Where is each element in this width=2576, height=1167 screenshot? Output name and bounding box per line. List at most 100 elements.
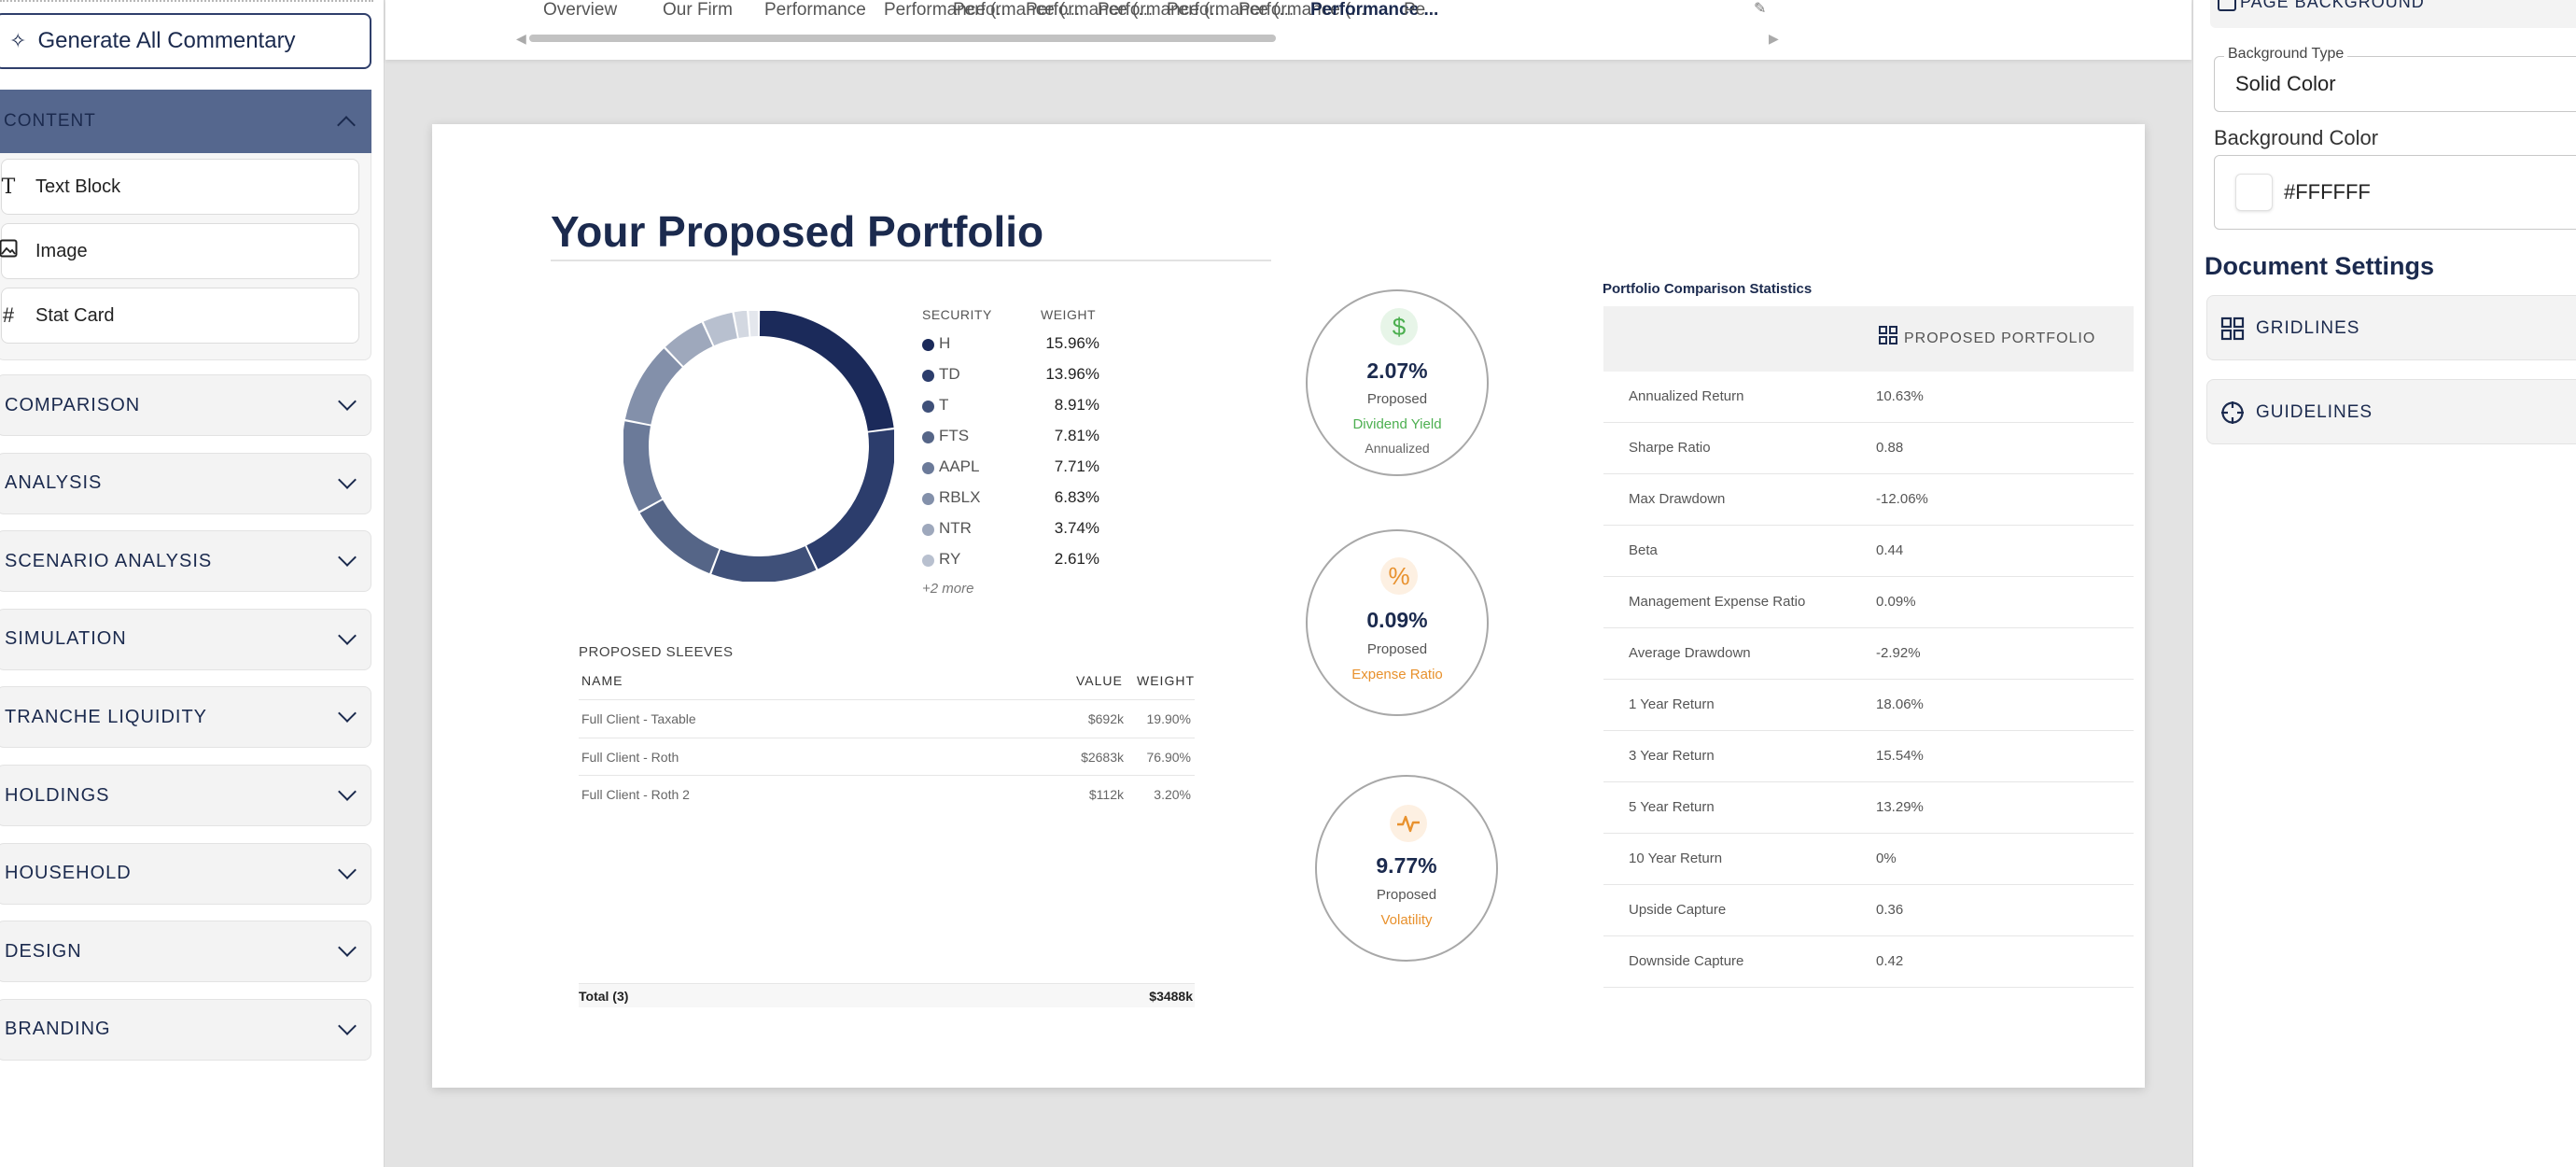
comparison-label: Upside Capture [1629, 902, 1727, 918]
section-simulation[interactable]: SIMULATION [0, 608, 371, 670]
stat-sub: Proposed [1376, 887, 1437, 903]
donut-slice-td[interactable] [806, 429, 894, 569]
section-household[interactable]: HOUSEHOLD [0, 842, 371, 905]
comparison-value: 0.88 [1876, 440, 1904, 456]
activity-icon [1390, 805, 1427, 842]
legend-item[interactable]: FTS 7.81% [922, 424, 1099, 452]
tab-7[interactable]: Performance (... [1167, 0, 1295, 20]
grid-icon [2220, 316, 2245, 341]
donut-slice-t[interactable] [711, 546, 817, 582]
comparison-value: 13.29% [1876, 799, 1924, 815]
sleeve-name: Full Client - Taxable [581, 711, 696, 726]
page-background-label: PAGE BACKGROUND [2240, 0, 2425, 11]
legend-weight: 7.71% [1054, 457, 1099, 475]
legend-weight: 2.61% [1054, 550, 1099, 568]
legend-item[interactable]: RBLX 6.83% [922, 485, 1099, 513]
legend-security: RY [939, 550, 961, 568]
gridlines-section[interactable]: GRIDLINES [2206, 295, 2576, 360]
background-color-input[interactable]: #FFFFFF [2214, 155, 2576, 230]
section-label: HOLDINGS [5, 784, 110, 806]
legend-item[interactable]: H 15.96% [922, 331, 1099, 359]
tab-10[interactable]: Pe [1404, 0, 1426, 20]
tab-8[interactable]: Performance (... [1239, 0, 1366, 20]
donut-slice-other-2[interactable] [749, 311, 759, 337]
tool-image[interactable]: Image [0, 223, 359, 279]
color-swatch[interactable] [2235, 174, 2273, 211]
sleeve-row[interactable]: Full Client - Roth $2683k 76.90% [579, 737, 1195, 775]
comparison-row: Upside Capture 0.36 [1603, 885, 2134, 936]
section-design[interactable]: DESIGN [0, 921, 371, 983]
tab-scrollbar[interactable] [529, 35, 1276, 42]
tab-5[interactable]: Performance (... [1026, 0, 1154, 20]
page-background-section[interactable] [2210, 0, 2576, 28]
stat-card-expense-ratio[interactable]: % 0.09% Proposed Expense Ratio [1306, 529, 1489, 716]
legend-item[interactable]: TD 13.96% [922, 362, 1099, 390]
comparison-label: 10 Year Return [1629, 851, 1723, 866]
section-branding[interactable]: BRANDING [0, 998, 371, 1061]
donut-slice-fts[interactable] [639, 499, 720, 574]
stat-label: Volatility [1380, 912, 1433, 928]
section-tranche-liquidity[interactable]: TRANCHE LIQUIDITY [0, 686, 371, 749]
content-section-header[interactable]: CONTENT [0, 90, 371, 153]
comparison-title: Portfolio Comparison Statistics [1603, 281, 1813, 297]
donut-slice-ntr[interactable] [665, 322, 713, 367]
legend-security: NTR [939, 519, 972, 537]
tool-text-block[interactable]: T Text Block [1, 159, 359, 215]
legend-item[interactable]: AAPL 7.71% [922, 455, 1099, 483]
stat-card-dividend-yield[interactable]: $ 2.07% Proposed Dividend Yield Annualiz… [1306, 289, 1489, 476]
tab-3[interactable]: Performance (... [884, 0, 1012, 20]
section-label: SCENARIO ANALYSIS [5, 550, 213, 571]
section-scenario-analysis[interactable]: SCENARIO ANALYSIS [0, 530, 371, 593]
guidelines-section[interactable]: GUIDELINES [2206, 379, 2576, 444]
tab-1[interactable]: Our Firm [663, 0, 733, 20]
section-label: COMPARISON [5, 394, 141, 415]
background-type-select[interactable]: Background Type Solid Color [2214, 46, 2576, 112]
hash-icon: # [2, 303, 15, 327]
stat-card-volatility[interactable]: 9.77% Proposed Volatility [1315, 775, 1498, 962]
tab-0[interactable]: Overview [543, 0, 618, 20]
donut-slice-rblx[interactable] [624, 348, 682, 425]
legend-item[interactable]: RY 2.61% [922, 547, 1099, 575]
legend-weight: 8.91% [1054, 396, 1099, 414]
tab-4[interactable]: Performance (... [953, 0, 1081, 20]
sleeve-value: $692k [1087, 711, 1124, 726]
legend-security: T [939, 396, 949, 414]
tab-2[interactable]: Performance [764, 0, 866, 20]
generate-commentary-button[interactable]: ✧ Generate All Commentary [0, 13, 371, 69]
chevron-down-icon [338, 392, 357, 411]
guidelines-label: GUIDELINES [2256, 402, 2373, 422]
scroll-right-icon[interactable]: ▶ [1769, 31, 1779, 46]
sleeves-name-header: NAME [581, 673, 623, 688]
sleeve-row[interactable]: Full Client - Taxable $692k 19.90% [579, 699, 1195, 737]
donut-slice-aapl[interactable] [623, 421, 663, 512]
section-comparison[interactable]: COMPARISON [0, 374, 371, 436]
legend-item[interactable]: T 8.91% [922, 393, 1099, 421]
content-section-body: T Text Block Image # Stat Card [0, 153, 371, 360]
legend-item[interactable]: NTR 3.74% [922, 516, 1099, 544]
scroll-left-icon[interactable]: ◀ [516, 31, 526, 46]
sleeve-row[interactable]: Full Client - Roth 2 $112k 3.20% [579, 775, 1195, 812]
tab-9[interactable]: Performance ... [1310, 0, 1439, 20]
legend-dot [922, 370, 934, 382]
chevron-down-icon [338, 704, 357, 724]
legend-security: H [939, 334, 951, 352]
pencil-icon[interactable]: ✎ [1754, 1, 1767, 17]
comparison-row: Annualized Return 10.63% [1603, 372, 2134, 423]
chevron-up-icon [337, 116, 356, 134]
comparison-value: 0.09% [1876, 594, 1916, 610]
tool-label: Text Block [35, 176, 121, 197]
more-holdings-label[interactable]: +2 more [922, 581, 974, 597]
section-holdings[interactable]: HOLDINGS [0, 765, 371, 826]
chevron-down-icon [338, 470, 357, 489]
sleeves-total-label: Total (3) [579, 989, 629, 1004]
tab-6[interactable]: Performance (... [1098, 0, 1225, 20]
donut-slice-h[interactable] [759, 311, 894, 431]
tool-stat-card[interactable]: # Stat Card [1, 288, 359, 344]
section-analysis[interactable]: ANALYSIS [0, 452, 371, 514]
donut-slice-ry[interactable] [703, 312, 737, 346]
comparison-label: Annualized Return [1629, 388, 1744, 404]
legend-security: FTS [939, 427, 970, 444]
donut-slice-other-1[interactable] [734, 311, 749, 338]
page-title[interactable]: Your Proposed Portfolio [551, 207, 1044, 256]
comparison-label: Downside Capture [1629, 953, 1744, 969]
